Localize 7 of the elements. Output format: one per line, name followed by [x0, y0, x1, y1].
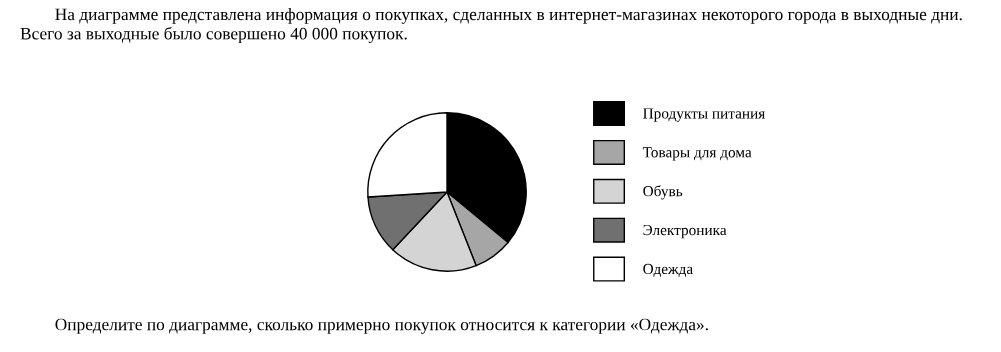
- legend-label: Обувь: [643, 185, 683, 200]
- text: Определите по диаграмме, сколько примерно покупок относится к категории «Одежда».: [55, 318, 708, 334]
- legend-label: Электроника: [643, 224, 727, 239]
- legend-label: Одежда: [643, 263, 693, 277]
- chart-title: На диаграмме представлена информация о покупках, сделанных в интернет-магазинах некоторого города в выходные дни. Всего за выходные было совершено 40 000 покупок.: [20, 8, 962, 44]
- legend-label: Товары для дома: [642, 147, 752, 161]
- legend-label: Продукты питания: [643, 108, 765, 122]
